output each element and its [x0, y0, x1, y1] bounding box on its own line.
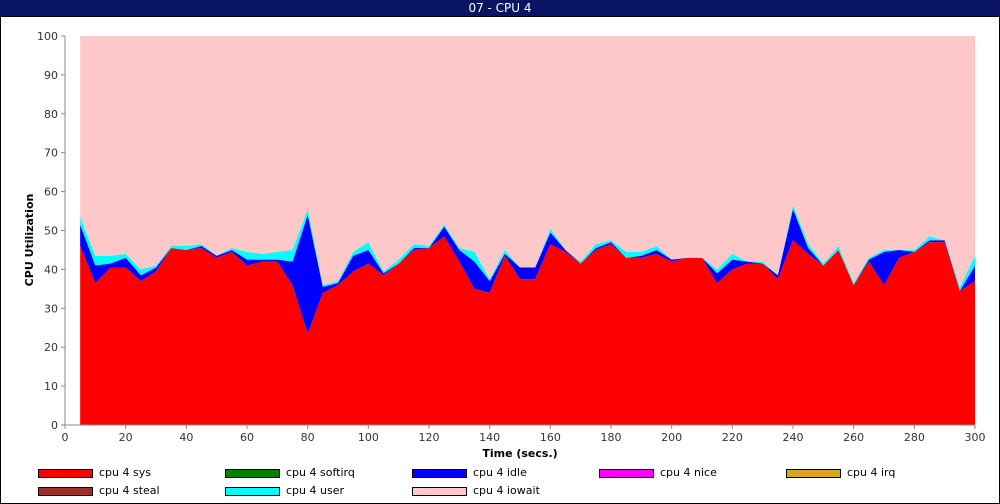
legend-swatch: [38, 468, 93, 478]
legend-swatch: [38, 486, 93, 496]
x-tick-label: 260: [843, 431, 864, 444]
y-axis-label: CPU Utilization: [23, 194, 36, 287]
y-tick-label: 80: [44, 108, 58, 121]
legend-label: cpu 4 softirq: [286, 466, 355, 479]
y-tick-label: 90: [44, 69, 58, 82]
legend-item: cpu 4 idle: [412, 466, 527, 480]
legend-swatch: [412, 468, 467, 478]
x-tick-label: 120: [419, 431, 440, 444]
y-tick-label: 50: [44, 225, 58, 238]
area-series-0: [80, 236, 976, 425]
x-axis-label: Time (secs.): [482, 447, 557, 460]
x-tick-label: 200: [661, 431, 682, 444]
x-tick-label: 0: [62, 431, 69, 444]
legend: cpu 4 sys cpu 4 softirq cpu 4 idle cpu 4 ni…: [0, 462, 1000, 504]
legend-item: cpu 4 user: [225, 484, 344, 498]
x-tick-label: 160: [540, 431, 561, 444]
legend-item: cpu 4 iowait: [412, 484, 540, 498]
legend-swatch: [786, 468, 841, 478]
x-tick-label: 140: [479, 431, 500, 444]
legend-item: cpu 4 nice: [599, 466, 717, 480]
x-tick-label: 20: [119, 431, 133, 444]
legend-label: cpu 4 iowait: [473, 484, 540, 497]
legend-label: cpu 4 sys: [99, 466, 151, 479]
stacked-areas: [80, 36, 976, 425]
x-tick-label: 100: [358, 431, 379, 444]
legend-label: cpu 4 idle: [473, 466, 527, 479]
y-tick-label: 60: [44, 186, 58, 199]
area-series-2: [80, 209, 976, 334]
y-tick-label: 100: [37, 30, 58, 43]
area-series-7: [80, 36, 976, 287]
x-tick-label: 180: [601, 431, 622, 444]
legend-item: cpu 4 irq: [786, 466, 895, 480]
legend-swatch: [412, 486, 467, 496]
chart-title: 07 - CPU 4: [0, 0, 1000, 16]
legend-label: cpu 4 user: [286, 484, 344, 497]
y-tick-label: 30: [44, 302, 58, 315]
legend-item: cpu 4 steal: [38, 484, 160, 498]
axes: 0 10 20 30 40 50 60 70 80 90 100 0 20 40 60 80 100 120 140…: [37, 30, 986, 444]
x-tick-label: 240: [783, 431, 804, 444]
y-tick-label: 20: [44, 341, 58, 354]
legend-item: cpu 4 softirq: [225, 466, 355, 480]
y-tick-label: 10: [44, 380, 58, 393]
x-tick-label: 220: [722, 431, 743, 444]
y-tick-label: 40: [44, 263, 58, 276]
x-tick-label: 40: [179, 431, 193, 444]
legend-label: cpu 4 irq: [847, 466, 896, 479]
legend-label: cpu 4 steal: [99, 484, 160, 497]
legend-swatch: [225, 468, 280, 478]
y-tick-label: 70: [44, 147, 58, 160]
x-tick-label: 280: [904, 431, 925, 444]
legend-label: cpu 4 nice: [660, 466, 717, 479]
x-tick-label: 80: [301, 431, 315, 444]
legend-swatch: [225, 486, 280, 496]
legend-item: cpu 4 sys: [38, 466, 151, 480]
x-tick-label: 300: [965, 431, 986, 444]
x-tick-label: 60: [240, 431, 254, 444]
legend-swatch: [599, 468, 654, 478]
y-tick-label: 0: [51, 419, 58, 432]
